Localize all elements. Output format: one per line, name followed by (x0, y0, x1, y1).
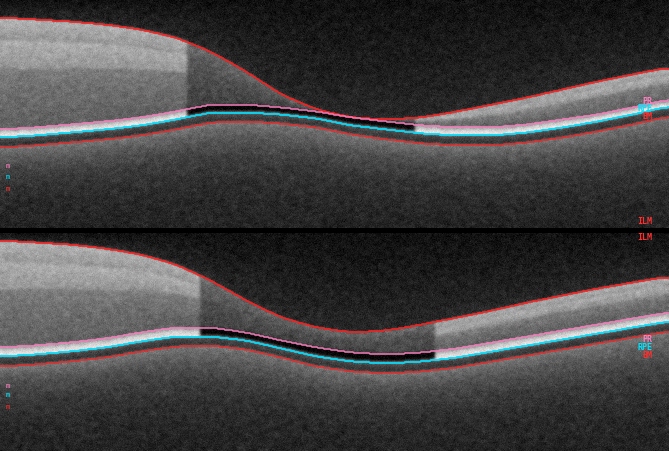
Text: RPE: RPE (638, 343, 652, 352)
Text: BM: BM (642, 351, 652, 360)
Text: m: m (5, 163, 9, 170)
Text: RPE: RPE (638, 104, 652, 113)
Text: m: m (5, 382, 9, 389)
Text: m: m (5, 405, 9, 410)
Text: m: m (5, 392, 9, 398)
Text: ILM: ILM (638, 216, 652, 226)
Text: PR: PR (642, 336, 652, 344)
Text: ILM: ILM (638, 233, 652, 242)
Text: BM: BM (642, 112, 652, 121)
Text: PR: PR (642, 97, 652, 106)
Text: m: m (5, 186, 9, 192)
Text: m: m (5, 174, 9, 179)
